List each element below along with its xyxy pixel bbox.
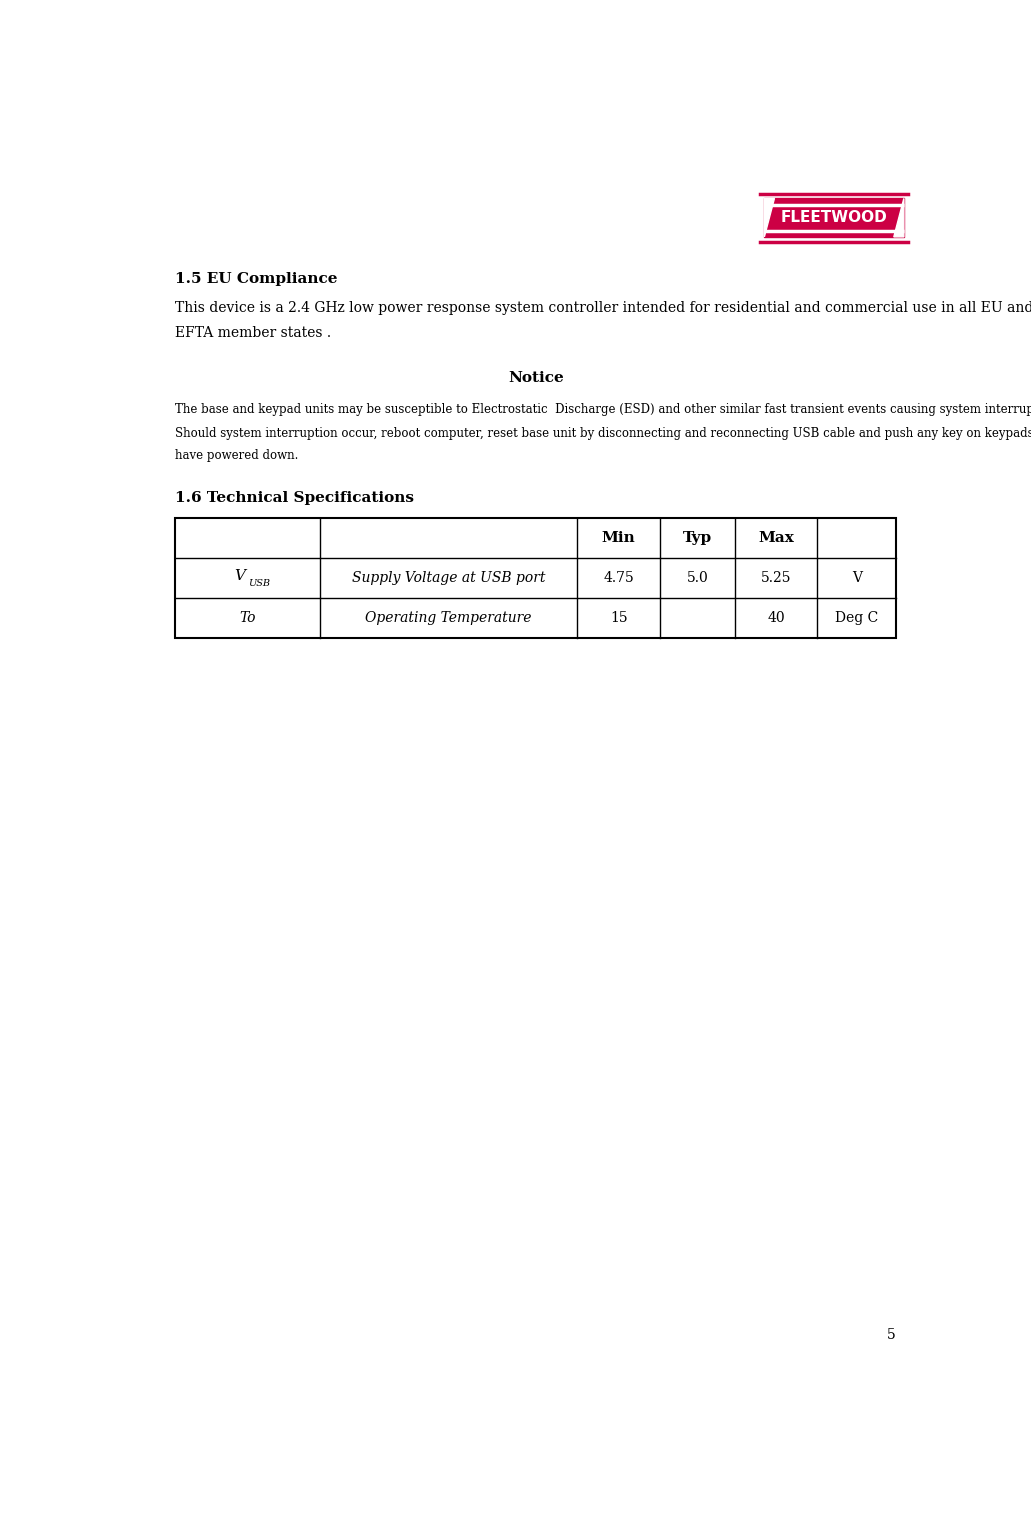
Polygon shape — [764, 198, 774, 236]
Text: Should system interruption occur, reboot computer, reset base unit by disconnect: Should system interruption occur, reboot… — [175, 427, 1031, 441]
Text: Typ: Typ — [683, 531, 712, 544]
Text: Operating Temperature: Operating Temperature — [365, 612, 532, 625]
Text: 1.6 Technical Specifications: 1.6 Technical Specifications — [175, 491, 414, 505]
Text: Deg C: Deg C — [835, 612, 878, 625]
Text: Min: Min — [602, 531, 636, 544]
Text: 4.75: 4.75 — [603, 570, 634, 586]
Text: 5.25: 5.25 — [761, 570, 791, 586]
Text: The base and keypad units may be susceptible to Electrostatic  Discharge (ESD) a: The base and keypad units may be suscept… — [175, 403, 1031, 416]
Text: To: To — [239, 612, 256, 625]
Text: Notice: Notice — [508, 371, 564, 384]
Text: USB: USB — [248, 580, 270, 589]
Text: 15: 15 — [610, 612, 628, 625]
Polygon shape — [894, 198, 904, 236]
Text: Max: Max — [758, 531, 794, 544]
Text: EFTA member states .: EFTA member states . — [175, 326, 332, 340]
Text: 40: 40 — [767, 612, 785, 625]
Text: This device is a 2.4 GHz low power response system controller intended for resid: This device is a 2.4 GHz low power respo… — [175, 300, 1031, 314]
Text: V: V — [852, 570, 862, 586]
Text: have powered down.: have powered down. — [175, 448, 299, 462]
Text: V: V — [234, 569, 245, 583]
Bar — [764, 198, 904, 236]
Text: 1.5 EU Compliance: 1.5 EU Compliance — [175, 271, 338, 285]
Text: 5.0: 5.0 — [687, 570, 708, 586]
Text: FLEETWOOD: FLEETWOOD — [780, 210, 888, 226]
Text: 5: 5 — [888, 1328, 896, 1342]
Bar — [175, 518, 896, 637]
Text: Supply Voltage at USB port: Supply Voltage at USB port — [352, 570, 545, 586]
